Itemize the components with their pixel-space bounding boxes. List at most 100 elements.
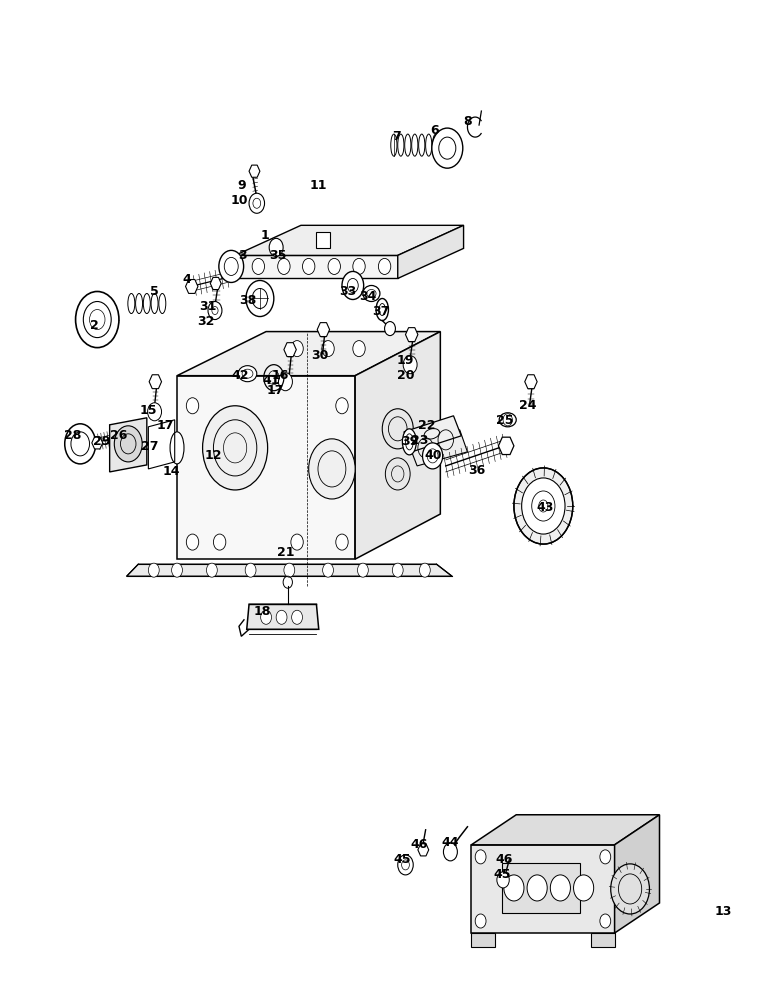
Text: 16: 16 (271, 369, 289, 382)
Ellipse shape (159, 293, 166, 313)
Text: 26: 26 (110, 429, 128, 443)
Text: 32: 32 (197, 316, 215, 328)
Circle shape (249, 194, 264, 214)
Circle shape (303, 258, 315, 274)
Circle shape (291, 534, 303, 550)
Text: 25: 25 (496, 414, 513, 427)
Text: 45: 45 (494, 869, 511, 881)
Circle shape (278, 258, 290, 274)
Ellipse shape (419, 134, 425, 156)
Circle shape (444, 843, 457, 861)
Circle shape (246, 280, 274, 317)
Text: 37: 37 (372, 305, 389, 319)
Circle shape (322, 341, 335, 357)
Circle shape (353, 258, 365, 274)
Polygon shape (404, 415, 461, 452)
Circle shape (573, 875, 594, 901)
Circle shape (522, 478, 565, 534)
Text: 9: 9 (237, 178, 246, 192)
Text: 19: 19 (397, 354, 414, 367)
Circle shape (551, 875, 570, 901)
Circle shape (278, 373, 292, 391)
Ellipse shape (136, 293, 143, 313)
Text: 46: 46 (411, 839, 428, 852)
Text: 18: 18 (254, 605, 271, 618)
Polygon shape (149, 375, 161, 389)
Polygon shape (398, 226, 463, 278)
Text: 46: 46 (496, 854, 513, 866)
Bar (471, 845, 615, 933)
Circle shape (342, 271, 363, 299)
Ellipse shape (412, 134, 418, 156)
Text: 22: 22 (418, 419, 436, 432)
Text: 23: 23 (411, 434, 428, 448)
Text: 29: 29 (94, 435, 111, 449)
Text: 7: 7 (392, 130, 401, 142)
Polygon shape (186, 279, 198, 293)
Circle shape (284, 563, 295, 578)
Circle shape (357, 563, 368, 578)
Text: 8: 8 (463, 115, 472, 128)
Text: 45: 45 (394, 854, 411, 866)
Text: 20: 20 (397, 369, 414, 382)
Text: 31: 31 (200, 300, 217, 313)
Text: 39: 39 (402, 435, 419, 449)
Polygon shape (249, 165, 260, 177)
Bar (502, 863, 580, 913)
Circle shape (611, 864, 650, 914)
Text: 3: 3 (239, 249, 247, 262)
Ellipse shape (440, 134, 445, 156)
Ellipse shape (376, 298, 388, 321)
Circle shape (291, 341, 303, 357)
Polygon shape (525, 375, 537, 389)
Text: 4: 4 (183, 273, 191, 286)
Text: 1: 1 (261, 229, 269, 242)
Circle shape (335, 398, 348, 413)
Text: 42: 42 (231, 369, 249, 382)
Circle shape (514, 468, 573, 544)
Text: 17: 17 (157, 419, 174, 432)
Polygon shape (498, 437, 514, 455)
Circle shape (475, 914, 486, 928)
Circle shape (353, 341, 365, 357)
Circle shape (385, 322, 395, 336)
Ellipse shape (144, 293, 151, 313)
Text: 38: 38 (239, 294, 256, 307)
Ellipse shape (238, 366, 257, 382)
Polygon shape (126, 564, 452, 577)
Circle shape (76, 291, 119, 348)
Text: 24: 24 (519, 399, 537, 412)
Bar (471, 933, 495, 948)
Text: 40: 40 (424, 450, 442, 463)
Circle shape (292, 610, 303, 624)
Circle shape (115, 425, 142, 462)
Polygon shape (92, 436, 103, 449)
Text: 5: 5 (151, 285, 159, 298)
Polygon shape (177, 376, 355, 559)
Polygon shape (418, 844, 429, 856)
Text: 35: 35 (269, 249, 286, 262)
Text: 41: 41 (262, 374, 279, 387)
Ellipse shape (391, 134, 397, 156)
Text: 11: 11 (310, 178, 328, 192)
Circle shape (420, 563, 431, 578)
Text: 15: 15 (140, 404, 157, 417)
Text: 6: 6 (431, 124, 439, 137)
Circle shape (385, 458, 410, 490)
Ellipse shape (499, 413, 516, 426)
Polygon shape (406, 328, 418, 342)
Circle shape (309, 438, 355, 499)
Circle shape (504, 875, 524, 901)
Text: 21: 21 (277, 545, 294, 558)
Circle shape (214, 534, 226, 550)
Circle shape (423, 443, 443, 469)
Ellipse shape (398, 134, 404, 156)
Ellipse shape (170, 431, 184, 464)
Text: 33: 33 (339, 285, 356, 298)
Bar (591, 933, 615, 948)
Ellipse shape (402, 428, 417, 455)
Polygon shape (471, 814, 660, 845)
Text: 36: 36 (468, 465, 485, 478)
Circle shape (219, 250, 243, 282)
Text: 43: 43 (536, 501, 554, 513)
